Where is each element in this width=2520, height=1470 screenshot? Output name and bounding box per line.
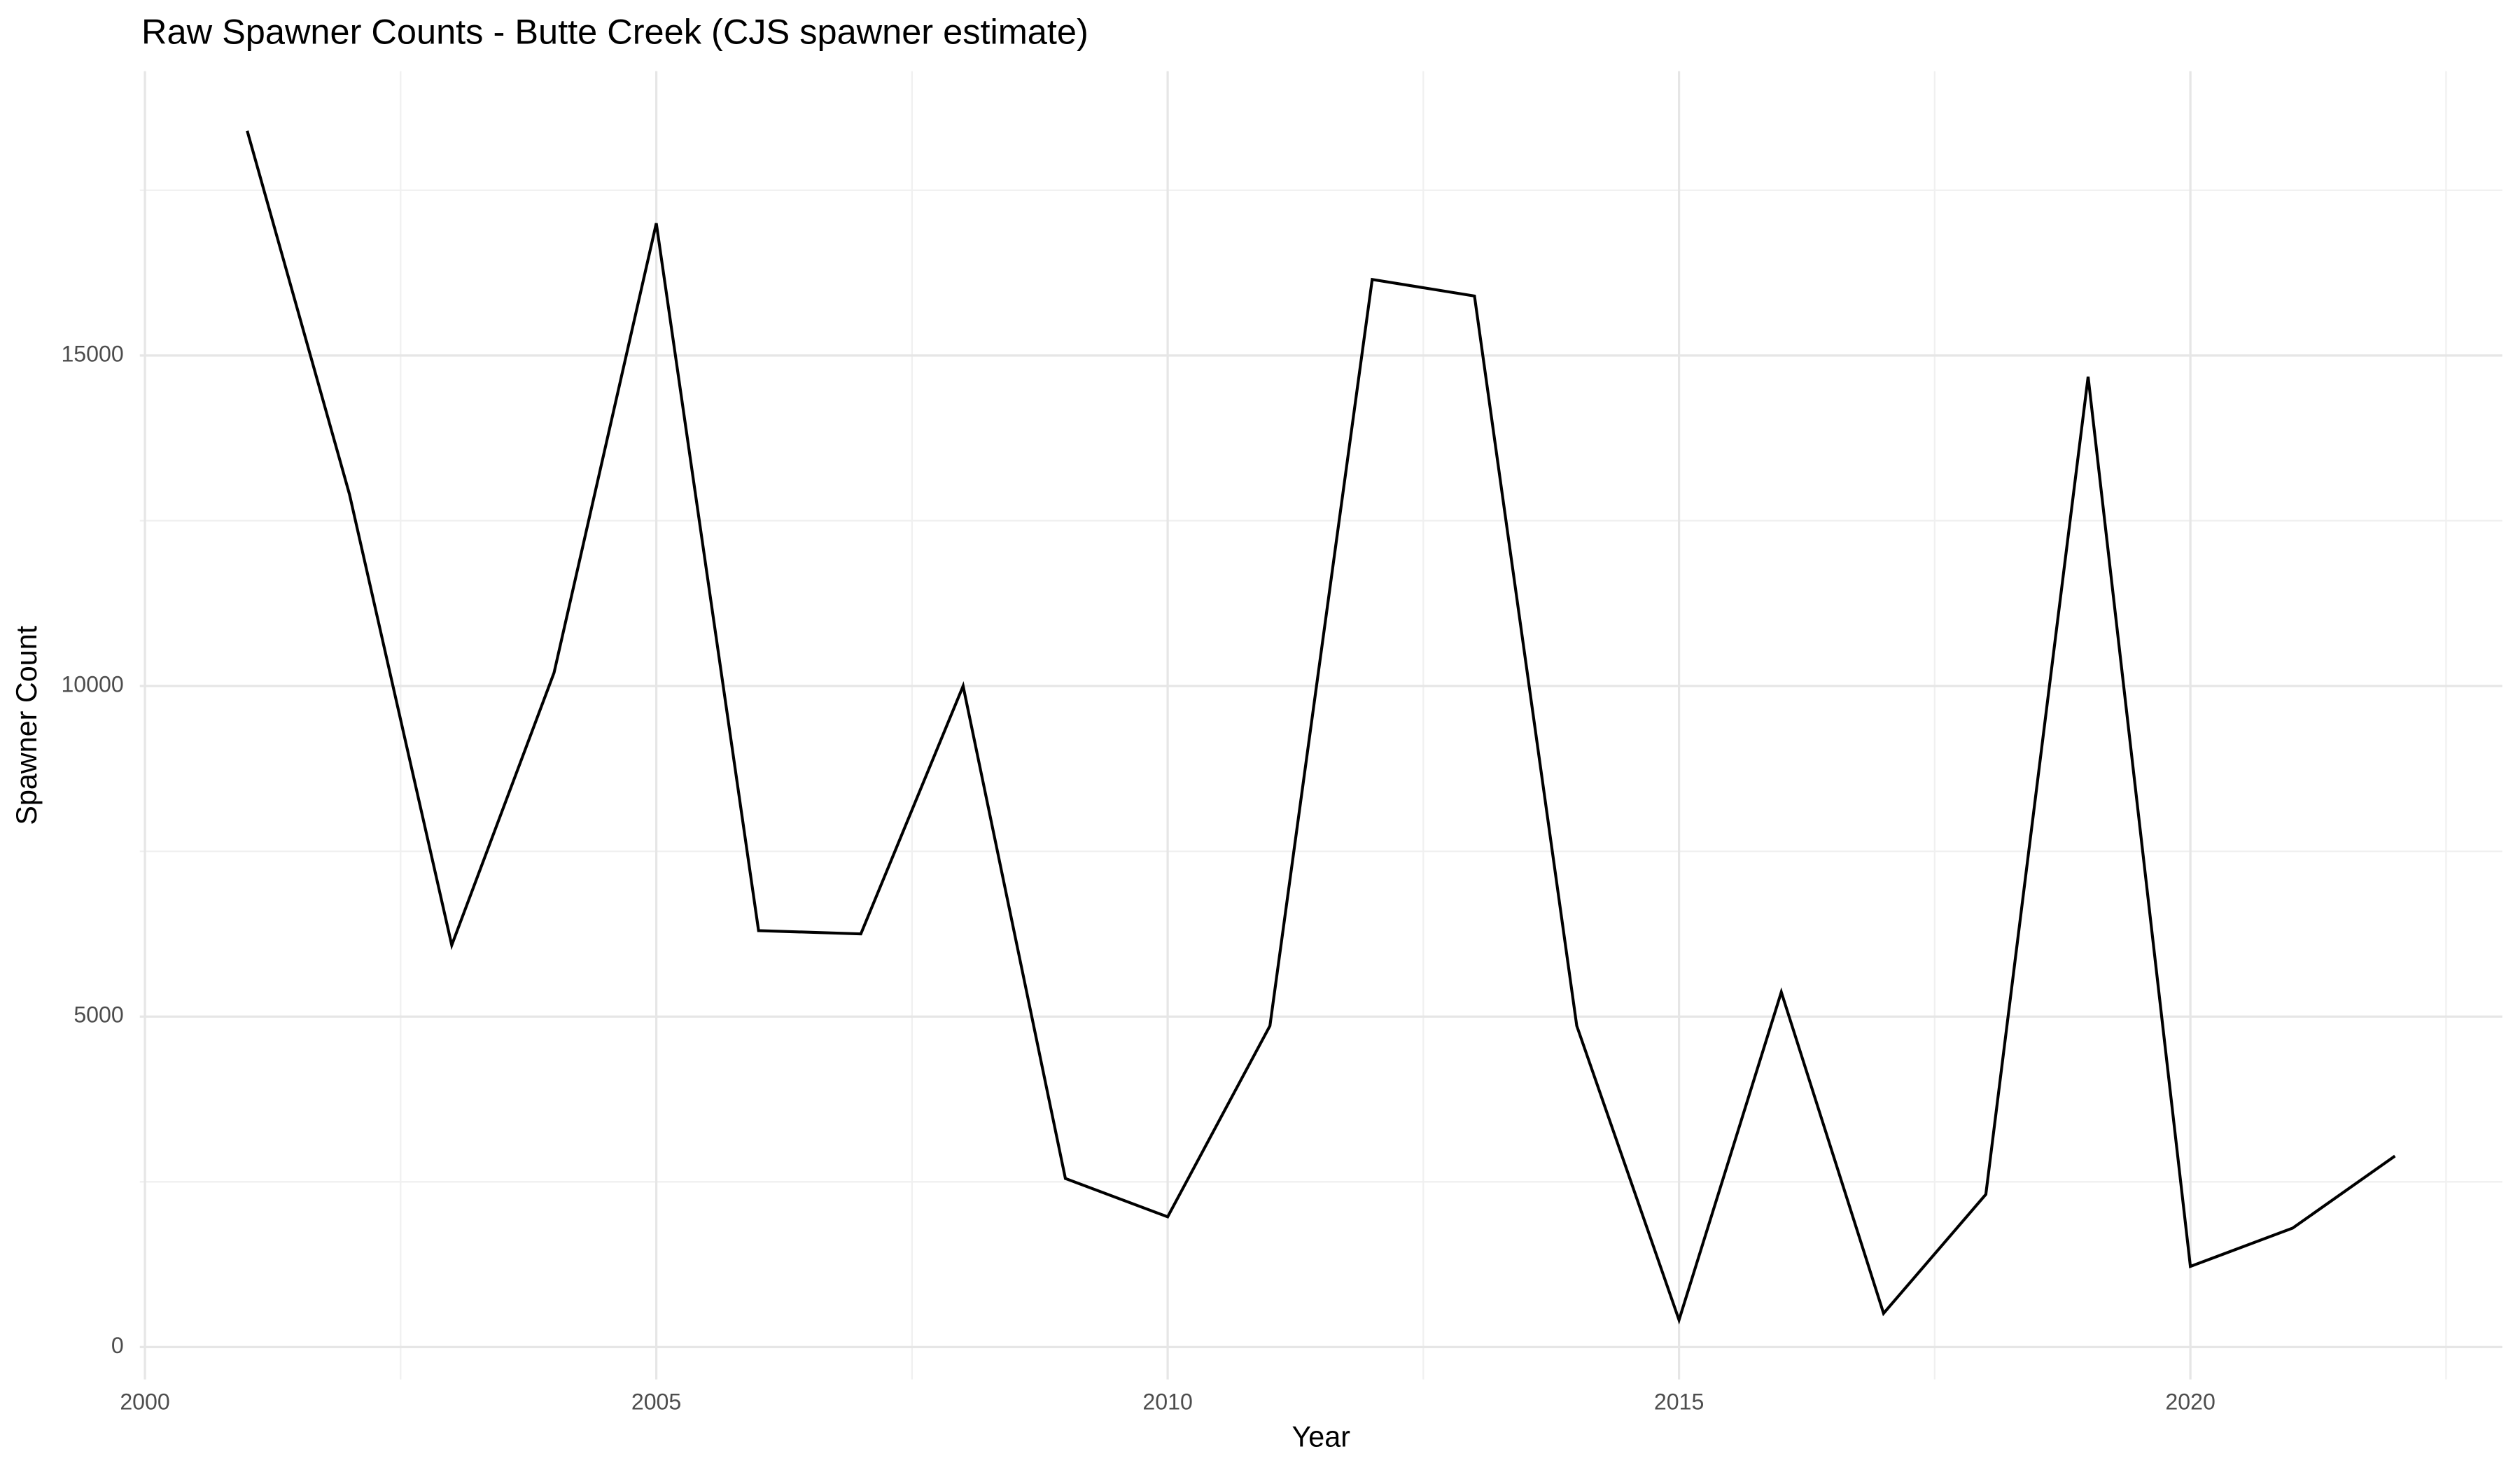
y-tick-label: 0 bbox=[111, 1333, 124, 1358]
x-axis-title: Year bbox=[1292, 1421, 1351, 1453]
data-line bbox=[246, 130, 2396, 1325]
x-tick-label: 2005 bbox=[631, 1390, 681, 1415]
y-tick-label: 5000 bbox=[74, 1002, 123, 1028]
chart-title: Raw Spawner Counts - Butte Creek (CJS sp… bbox=[141, 11, 1088, 51]
x-tick-label: 2020 bbox=[2165, 1390, 2215, 1415]
y-tick-label: 15000 bbox=[61, 341, 123, 366]
x-tick-label: 2000 bbox=[120, 1390, 169, 1415]
y-tick-label: 10000 bbox=[61, 672, 123, 697]
x-tick-label: 2010 bbox=[1142, 1390, 1192, 1415]
x-tick-label: 2015 bbox=[1654, 1390, 1704, 1415]
y-axis-title: Spawner Count bbox=[10, 625, 43, 825]
